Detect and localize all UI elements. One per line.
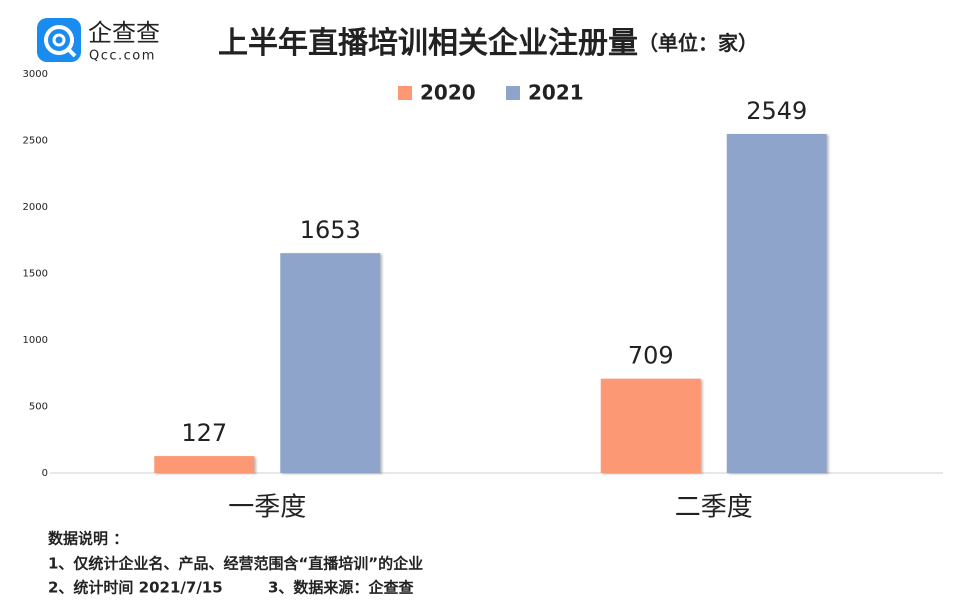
y-tick-label: 500	[29, 402, 48, 413]
chart-title: 上半年直播培训相关企业注册量（单位：家）	[218, 26, 758, 61]
logo-site: Qcc.com	[89, 49, 156, 64]
data-label: 1653	[300, 216, 361, 244]
note: 2、统计时间 2021/7/15	[48, 579, 223, 597]
bar	[726, 133, 827, 473]
legend-swatch	[506, 86, 520, 100]
data-label: 709	[628, 342, 674, 370]
y-tick-label: 1500	[23, 269, 48, 280]
y-tick-label: 1000	[23, 335, 48, 346]
bar	[600, 378, 701, 473]
logo-dot	[52, 33, 66, 47]
title: 上半年直播培训相关企业注册量	[218, 26, 638, 61]
logo: 企查查 Qcc.com	[37, 18, 160, 64]
subtitle: （单位：家）	[638, 31, 758, 55]
data-label: 2549	[746, 97, 807, 125]
x-tick-label: 一季度	[228, 493, 306, 523]
y-tick-label: 0	[42, 468, 48, 479]
note: 1、仅统计企业名、产品、经营范围含“直播培训”的企业	[48, 555, 423, 573]
logo-ring	[44, 25, 74, 55]
logo-name: 企查查	[88, 19, 160, 47]
logo-tail	[65, 46, 77, 58]
note: 3、数据来源：企查查	[268, 579, 414, 597]
x-tick-label: 二季度	[675, 493, 753, 523]
bar	[280, 253, 381, 473]
note: 数据说明 ：	[48, 530, 128, 548]
y-tick-label: 2000	[23, 202, 48, 213]
data-label: 127	[181, 419, 227, 447]
y-tick-label: 2500	[23, 136, 48, 147]
legend-label: 2021	[528, 81, 584, 105]
bar	[154, 456, 255, 473]
legend-swatch	[398, 86, 412, 100]
y-tick-label: 3000	[23, 69, 48, 80]
legend-label: 2020	[420, 81, 476, 105]
